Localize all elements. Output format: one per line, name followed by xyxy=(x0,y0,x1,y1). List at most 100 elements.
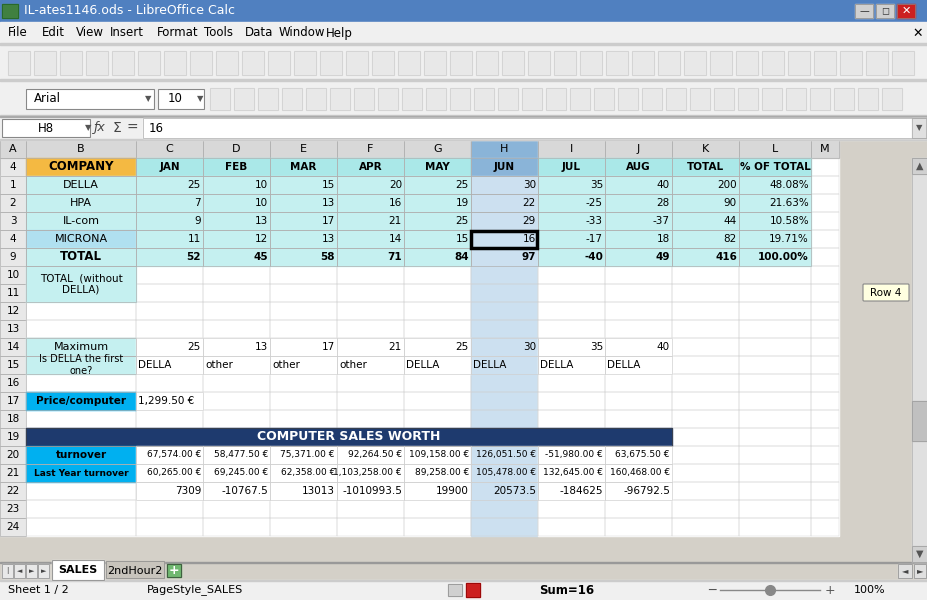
Bar xyxy=(545,88,565,110)
Bar xyxy=(136,446,203,464)
Bar xyxy=(471,212,538,230)
Bar xyxy=(738,500,810,518)
Bar xyxy=(0,428,26,446)
Bar xyxy=(0,176,26,194)
Bar xyxy=(538,230,604,248)
Bar xyxy=(136,176,203,194)
Bar xyxy=(0,140,26,158)
Bar xyxy=(683,51,705,75)
Bar xyxy=(738,158,810,176)
Bar xyxy=(738,446,810,464)
Bar xyxy=(270,392,337,410)
Bar xyxy=(604,482,671,500)
Bar xyxy=(337,212,403,230)
Text: C: C xyxy=(165,144,173,154)
Bar xyxy=(203,356,270,374)
Text: 14: 14 xyxy=(6,342,19,352)
Bar xyxy=(337,176,403,194)
Text: 100.00%: 100.00% xyxy=(757,252,808,262)
Bar xyxy=(471,158,538,176)
Bar xyxy=(810,266,838,284)
Bar xyxy=(203,284,270,302)
Bar xyxy=(337,230,403,248)
Text: E: E xyxy=(299,144,307,154)
Bar xyxy=(26,230,136,248)
Text: -1010993.5: -1010993.5 xyxy=(342,486,401,496)
Bar xyxy=(0,446,26,464)
Bar xyxy=(337,464,403,482)
Bar xyxy=(471,446,538,464)
Bar xyxy=(403,248,471,266)
Bar xyxy=(203,302,270,320)
Bar xyxy=(136,464,203,482)
Bar xyxy=(604,356,671,374)
Bar xyxy=(857,88,877,110)
Bar xyxy=(450,51,472,75)
Text: 35: 35 xyxy=(590,180,603,190)
Bar xyxy=(810,230,838,248)
Bar xyxy=(203,464,270,482)
Bar xyxy=(538,464,604,482)
Bar xyxy=(158,89,204,109)
Bar xyxy=(538,446,604,464)
Bar xyxy=(136,194,203,212)
Bar xyxy=(787,51,809,75)
Bar xyxy=(136,338,203,356)
Bar xyxy=(26,284,136,302)
Bar xyxy=(471,194,538,212)
Bar xyxy=(738,158,810,176)
Bar xyxy=(203,446,270,464)
Bar xyxy=(809,88,829,110)
Bar xyxy=(270,140,337,158)
Bar xyxy=(136,212,203,230)
Bar xyxy=(270,284,337,302)
Bar xyxy=(8,51,30,75)
Bar xyxy=(604,482,671,500)
Bar xyxy=(911,401,927,441)
Bar xyxy=(604,464,671,482)
Text: 10: 10 xyxy=(255,180,268,190)
Text: 30: 30 xyxy=(522,342,536,352)
Text: 20: 20 xyxy=(388,180,401,190)
Bar xyxy=(854,4,872,18)
Bar xyxy=(203,482,270,500)
Bar xyxy=(538,230,604,248)
Bar xyxy=(34,51,56,75)
Text: 21: 21 xyxy=(388,216,401,226)
Bar xyxy=(810,230,838,248)
Text: 15: 15 xyxy=(455,234,468,244)
Bar xyxy=(738,320,810,338)
Bar xyxy=(203,248,270,266)
Bar xyxy=(270,338,337,356)
Bar xyxy=(471,338,538,356)
Text: 12: 12 xyxy=(6,306,19,316)
Text: K: K xyxy=(701,144,708,154)
Text: 25: 25 xyxy=(455,180,468,190)
Text: 2ndHour2: 2ndHour2 xyxy=(108,566,162,576)
Bar xyxy=(604,194,671,212)
Bar xyxy=(403,140,471,158)
Text: ◄: ◄ xyxy=(901,566,908,575)
Bar xyxy=(203,356,270,374)
Bar xyxy=(471,446,538,464)
Bar xyxy=(270,446,337,464)
Bar xyxy=(671,248,738,266)
Bar xyxy=(403,392,471,410)
Bar xyxy=(471,374,538,392)
Bar xyxy=(538,374,604,392)
Bar xyxy=(136,158,203,176)
Bar xyxy=(448,584,462,596)
Bar xyxy=(538,212,604,230)
Bar xyxy=(471,446,538,464)
Bar xyxy=(337,230,403,248)
Bar xyxy=(545,88,565,110)
Bar xyxy=(911,118,926,138)
Bar xyxy=(203,482,270,500)
Bar xyxy=(671,518,738,536)
Bar xyxy=(604,212,671,230)
Bar xyxy=(604,194,671,212)
Bar xyxy=(839,51,861,75)
Bar xyxy=(471,212,538,230)
Bar xyxy=(270,482,337,500)
Bar xyxy=(337,158,403,176)
